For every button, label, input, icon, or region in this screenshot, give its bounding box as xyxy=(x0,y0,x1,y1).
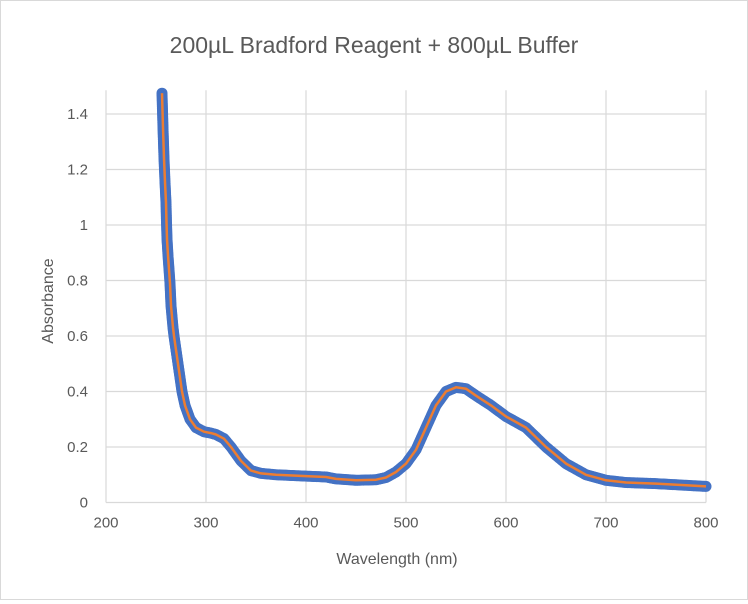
tick-labels: 200 300 400 500 600 700 800 0 0.2 0.4 0.6 0.8 1 1.2 1.… xyxy=(67,106,718,532)
y-tick-label: 0.4 xyxy=(67,384,88,401)
series-line-group xyxy=(160,93,707,488)
x-tick-label: 700 xyxy=(593,515,618,532)
gridlines xyxy=(105,90,707,504)
x-tick-label: 600 xyxy=(493,515,518,532)
series-line xyxy=(160,93,707,488)
data-point xyxy=(156,87,168,99)
x-axis-label: Wavelength (nm) xyxy=(336,551,457,568)
y-tick-label: 1.2 xyxy=(67,162,88,179)
marker-trail xyxy=(156,87,712,492)
x-tick-label: 200 xyxy=(93,515,118,532)
x-tick-label: 500 xyxy=(393,515,418,532)
chart-title: 200µL Bradford Reagent + 800µL Buffer xyxy=(170,32,579,58)
y-tick-label: 1 xyxy=(80,217,88,234)
y-tick-label: 0.2 xyxy=(67,439,88,456)
x-tick-label: 300 xyxy=(193,515,218,532)
x-tick-label: 400 xyxy=(293,515,318,532)
y-axis-label: Absorbance xyxy=(40,258,57,343)
y-tick-label: 1.4 xyxy=(67,106,88,123)
y-tick-label: 0.6 xyxy=(67,328,88,345)
y-tick-label: 0 xyxy=(80,495,88,512)
data-point xyxy=(700,480,712,492)
x-tick-label: 800 xyxy=(693,515,718,532)
y-tick-label: 0.8 xyxy=(67,273,88,290)
